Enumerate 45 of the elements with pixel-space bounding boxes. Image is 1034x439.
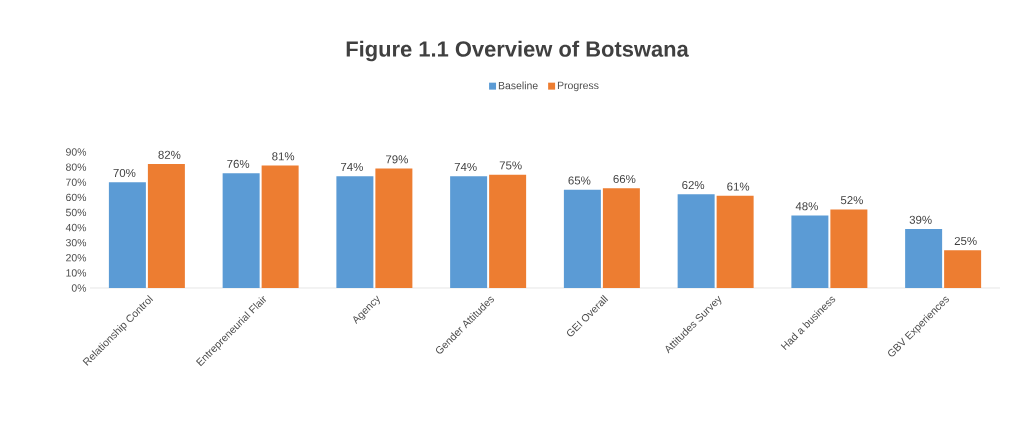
- bar: [222, 173, 260, 288]
- y-tick-label: 20%: [66, 254, 87, 262]
- data-label: 75%: [499, 161, 522, 170]
- bar: [336, 176, 374, 288]
- legend-label: Baseline: [498, 81, 538, 90]
- data-label: 62%: [682, 180, 705, 190]
- bar: [905, 229, 943, 288]
- bar: [716, 195, 754, 288]
- y-tick-label: 70%: [66, 178, 87, 186]
- bar: [489, 174, 527, 288]
- bar: [944, 250, 982, 288]
- bar: [677, 194, 715, 288]
- data-label: 48%: [795, 202, 818, 211]
- bar: [108, 182, 146, 288]
- data-label: 74%: [341, 162, 363, 171]
- data-label: 79%: [386, 155, 408, 164]
- bar: [602, 188, 640, 288]
- data-label: 74%: [454, 162, 477, 171]
- data-label: 70%: [113, 168, 136, 178]
- bar: [450, 176, 488, 288]
- y-tick-label: 50%: [65, 208, 87, 217]
- y-tick-label: 60%: [66, 193, 87, 202]
- data-label: 65%: [568, 176, 591, 185]
- bar: [147, 164, 185, 288]
- y-tick-label: 40%: [65, 223, 87, 232]
- data-label: 25%: [954, 236, 977, 246]
- y-tick-label: 90%: [66, 148, 87, 156]
- bar: [830, 209, 868, 288]
- bar: [375, 168, 413, 288]
- data-label: 52%: [840, 196, 863, 205]
- y-tick-label: 80%: [66, 163, 87, 171]
- data-label: 82%: [158, 150, 181, 159]
- data-label: 76%: [227, 159, 250, 168]
- y-tick-label: 10%: [66, 269, 87, 277]
- legend-label: Progress: [557, 81, 599, 92]
- data-label: 66%: [613, 174, 636, 184]
- bar: [791, 215, 829, 288]
- data-label: 81%: [272, 152, 295, 161]
- bar: [563, 189, 601, 288]
- data-label: 39%: [909, 215, 932, 224]
- data-label: 61%: [727, 182, 750, 191]
- chart-title: Figure 1.1 Overview of Botswana: [346, 40, 689, 62]
- y-tick-label: 0%: [71, 284, 87, 292]
- bar: [261, 165, 299, 288]
- y-tick-label: 30%: [65, 238, 87, 247]
